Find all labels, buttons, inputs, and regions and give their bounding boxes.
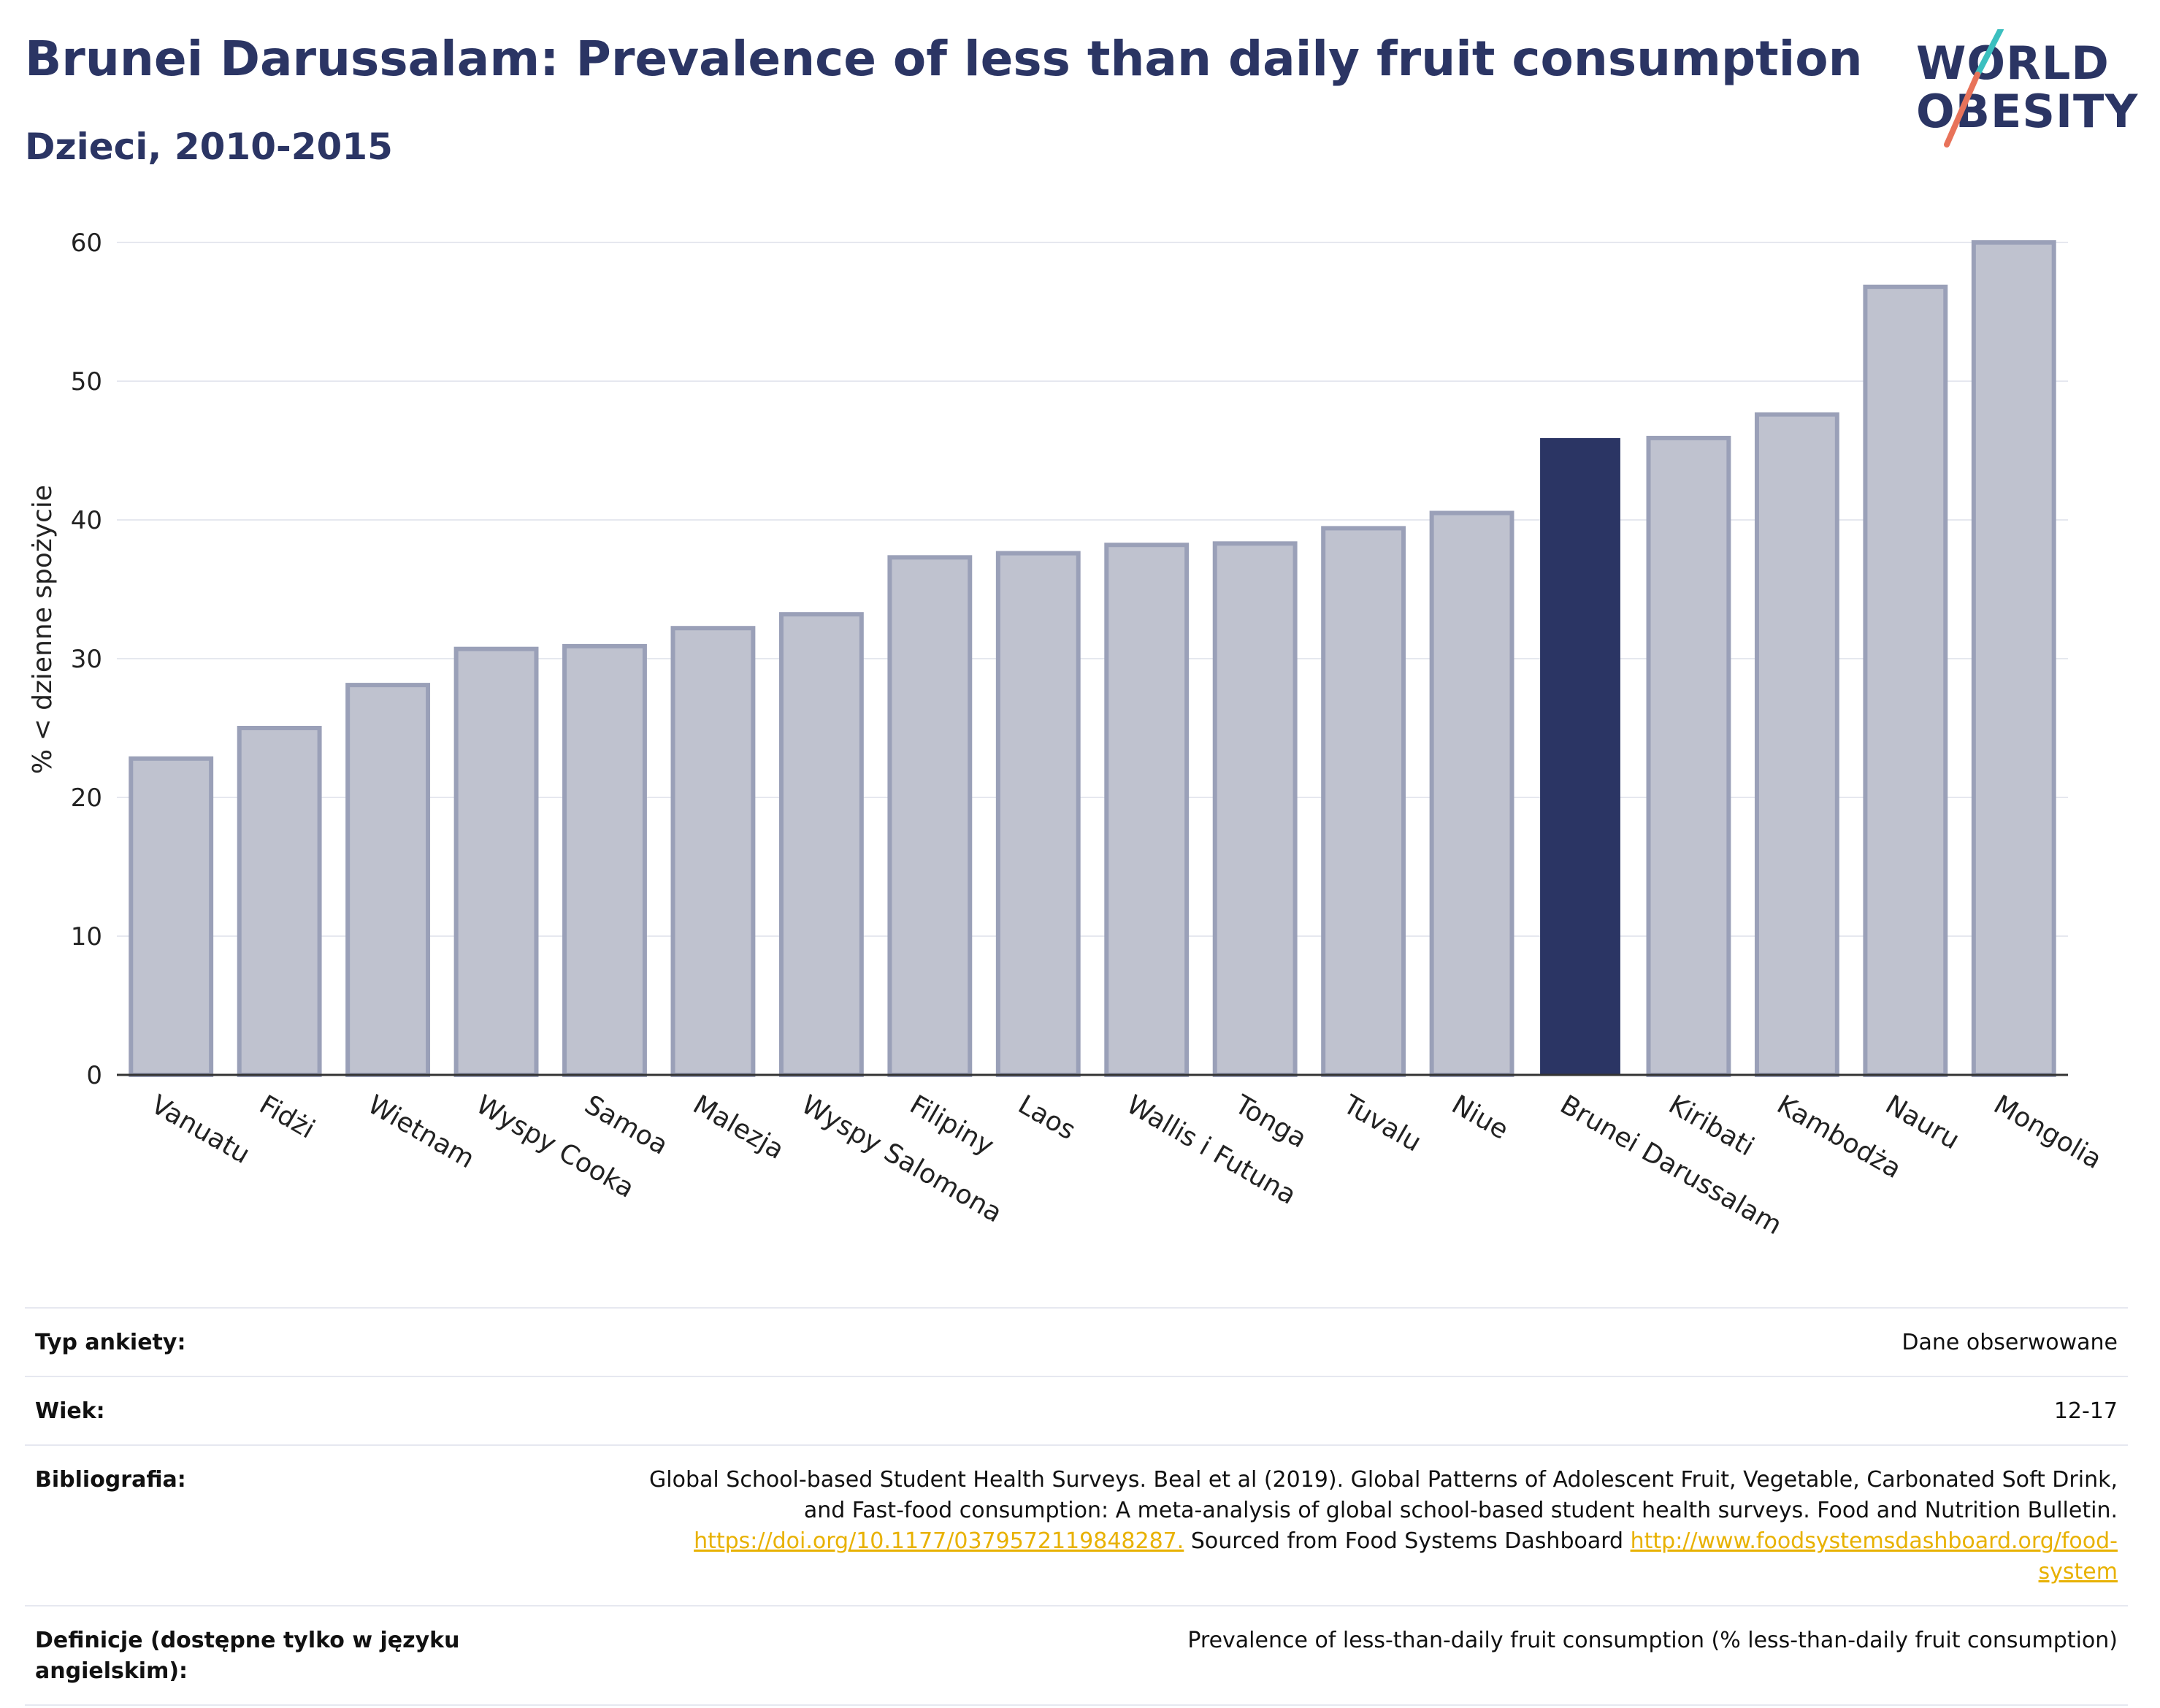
x-tick-label: Laos	[1013, 1089, 1080, 1146]
bibliography-line: and Fast-food consumption: A meta-analys…	[803, 1498, 2118, 1523]
bar-wallis-i-futuna	[1104, 543, 1190, 1077]
bar-filipiny	[887, 555, 973, 1077]
y-tick-label: 20	[71, 784, 102, 813]
grid-lines	[117, 242, 2068, 937]
meta-value: Global School-based Student Health Surve…	[511, 1465, 2118, 1588]
bar-wyspy-cooka	[453, 646, 539, 1077]
bar-tuvalu	[1321, 526, 1406, 1077]
bar-samoa	[562, 643, 647, 1077]
logo-line1: WORLD	[1916, 37, 2110, 90]
x-tick-label: Niue	[1447, 1089, 1513, 1145]
meta-label: Wiek:	[35, 1398, 105, 1424]
meta-row-survey-type: Typ ankiety: Dane obserwowane	[25, 1307, 2128, 1376]
meta-row-age: Wiek: 12-17	[25, 1376, 2128, 1444]
bar-kambodża	[1754, 412, 1839, 1077]
y-axis-title: % < dzienne spożycie	[28, 485, 58, 774]
bibliography-line: https://doi.org/10.1177/0379572119848287…	[511, 1526, 2118, 1557]
bars	[129, 240, 2056, 1078]
meta-label: Typ ankiety:	[35, 1330, 186, 1355]
x-tick-label: Tuvalu	[1338, 1089, 1426, 1158]
x-tick-label: Wietnam	[363, 1089, 480, 1174]
logo-slash-icon	[1944, 29, 2004, 148]
page-title: Brunei Darussalam: Prevalence of less th…	[25, 31, 1863, 87]
y-tick-label: 0	[86, 1061, 102, 1090]
x-tick-label: Wyspy Salomona	[796, 1089, 1007, 1228]
x-tick-label: Mongolia	[1988, 1089, 2107, 1175]
meta-value: Dane obserwowane	[1902, 1330, 2118, 1355]
x-tick-label: Samoa	[580, 1089, 673, 1161]
bar-laos	[995, 551, 1081, 1077]
bar-wyspy-salomona	[778, 612, 864, 1077]
meta-row-definitions: Definicje (dostępne tylko w języku angie…	[25, 1605, 2128, 1706]
x-tick-label: Malezja	[688, 1089, 789, 1165]
meta-value: 12-17	[2053, 1398, 2118, 1424]
x-tick-label: Tonga	[1229, 1089, 1311, 1154]
bar-brunei-darussalam	[1540, 437, 1620, 1075]
x-tick-label: Nauru	[1880, 1089, 1964, 1155]
y-tick-label: 30	[71, 645, 102, 674]
y-axis-ticks: 0 10 20 30 40 50 60	[71, 229, 102, 1090]
bibliography-line: Global School-based Student Health Surve…	[649, 1467, 2118, 1493]
bar-malezja	[670, 626, 756, 1077]
y-tick-label: 50	[71, 367, 102, 397]
bar-nauru	[1863, 284, 1948, 1077]
page-subtitle: Dzieci, 2010-2015	[25, 126, 393, 168]
x-tick-label: Filipiny	[905, 1089, 999, 1161]
doi-link[interactable]: https://doi.org/10.1177/0379572119848287…	[694, 1528, 1184, 1554]
bibliography-line: system	[511, 1557, 2118, 1588]
x-tick-label: Fidżi	[254, 1089, 320, 1144]
x-tick-label: Kambodża	[1772, 1089, 1906, 1184]
bar-kiribati	[1646, 435, 1731, 1077]
meta-label: Bibliografia:	[35, 1467, 186, 1493]
bibliography-mid-text: Sourced from Food Systems Dashboard	[1184, 1528, 1631, 1554]
metadata-table: Typ ankiety: Dane obserwowane Wiek: 12-1…	[25, 1307, 2128, 1706]
bar-vanuatu	[129, 756, 214, 1078]
bar-mongolia	[1971, 240, 2056, 1077]
meta-row-bibliography: Bibliografia: Global School-based Studen…	[25, 1444, 2128, 1605]
bar-fidżi	[237, 726, 322, 1077]
x-tick-label: Vanuatu	[146, 1089, 255, 1170]
dashboard-link[interactable]: http://www.foodsystemsdashboard.org/food…	[1630, 1528, 2118, 1554]
world-obesity-logo: WORLD OBESITY	[1899, 29, 2147, 153]
dashboard-link-cont[interactable]: system	[2038, 1559, 2118, 1585]
bar-wietnam	[345, 683, 431, 1077]
meta-value: Prevalence of less-than-daily fruit cons…	[1187, 1628, 2118, 1653]
bar-niue	[1429, 510, 1514, 1077]
y-tick-label: 40	[71, 506, 102, 535]
meta-label: Definicje (dostępne tylko w języku angie…	[35, 1628, 460, 1684]
y-tick-label: 60	[71, 229, 102, 258]
bar-tonga	[1212, 541, 1298, 1077]
y-tick-label: 10	[71, 922, 102, 951]
